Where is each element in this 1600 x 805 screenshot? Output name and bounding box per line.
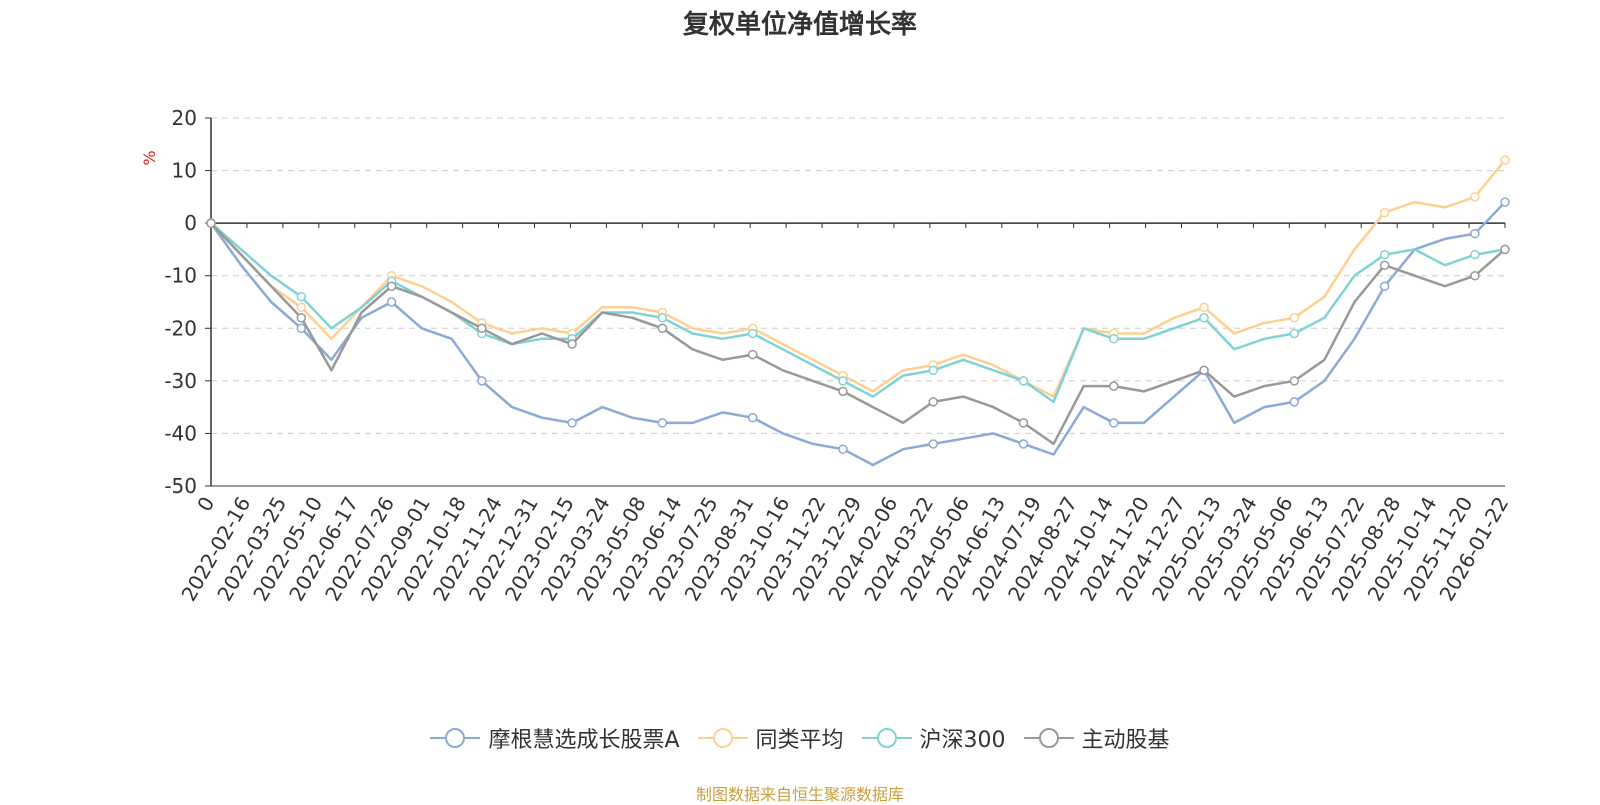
data-point: [747, 349, 758, 360]
legend-label: 摩根慧选成长股票A: [488, 728, 680, 753]
data-point: [477, 376, 487, 386]
data-point: [1500, 244, 1510, 255]
data-point: [1470, 270, 1480, 281]
y-tick-label: 0: [184, 211, 197, 235]
legend-label: 沪深300: [919, 728, 1006, 753]
data-point: [1470, 249, 1480, 260]
y-tick-label: -10: [164, 264, 197, 288]
legend-item-peer-average[interactable]: 同类平均: [697, 722, 844, 754]
data-point: [386, 297, 397, 307]
chart-title: 复权单位净值增长率: [682, 10, 917, 40]
data-point: [1379, 281, 1390, 291]
legend-marker-icon: [861, 728, 912, 748]
series-line-3: [210, 222, 1506, 446]
data-point: [928, 439, 938, 449]
data-point: [567, 339, 577, 349]
data-point: [1109, 381, 1119, 391]
data-point: [1379, 207, 1390, 218]
data-point: [1470, 228, 1480, 239]
data-point: [1199, 302, 1209, 313]
x-tick-label: 0: [192, 493, 219, 516]
data-point: [1500, 155, 1510, 165]
legend-marker-icon: [430, 728, 481, 748]
data-point: [1199, 365, 1209, 376]
data-point: [1018, 418, 1029, 428]
data-point: [1289, 376, 1300, 386]
data-point: [928, 397, 938, 407]
data-point: [296, 313, 307, 323]
data-point: [747, 328, 758, 339]
data-point: [1289, 313, 1300, 323]
legend-marker-icon: [1023, 728, 1074, 748]
data-point: [1379, 249, 1390, 260]
y-axis-label: %: [140, 150, 159, 165]
data-point: [838, 386, 848, 397]
legend-label: 同类平均: [755, 728, 844, 753]
data-point: [1018, 376, 1029, 386]
data-point: [838, 376, 848, 386]
data-point: [567, 418, 577, 428]
data-point: [838, 444, 848, 454]
series-line-0: [209, 201, 1506, 467]
y-tick-label: 20: [172, 106, 197, 130]
series-line-1: [210, 159, 1506, 398]
data-point: [1379, 260, 1390, 270]
data-point: [1289, 328, 1300, 339]
y-tick-label: -50: [164, 474, 197, 498]
legend-item-csi300[interactable]: 沪深300: [861, 722, 1006, 754]
data-point: [1470, 192, 1480, 202]
legend-item-fund[interactable]: 摩根慧选成长股票A: [430, 722, 680, 754]
data-point: [206, 218, 216, 228]
data-point: [296, 302, 307, 313]
data-point: [296, 323, 307, 334]
y-tick-label: 10: [172, 159, 197, 183]
data-point: [1109, 334, 1119, 344]
line-chart: -50-40-30-20-1001020%02022-02-162022-03-…: [140, 106, 1513, 605]
data-point: [477, 323, 487, 334]
data-source-note: 制图数据来自恒生聚源数据库: [695, 785, 904, 804]
y-tick-label: -20: [164, 316, 197, 340]
data-point: [1500, 197, 1510, 207]
y-tick-label: -30: [164, 369, 197, 393]
data-point: [1199, 313, 1209, 323]
legend: 摩根慧选成长股票A 同类平均 沪深300 主动股基: [0, 722, 1600, 754]
data-point: [1109, 418, 1119, 428]
data-point: [1018, 439, 1029, 449]
y-tick-label: -40: [164, 421, 197, 445]
data-point: [1289, 397, 1300, 407]
legend-label: 主动股基: [1081, 728, 1170, 753]
data-point: [386, 281, 397, 291]
legend-item-active-equity[interactable]: 主动股基: [1023, 722, 1170, 754]
data-point: [657, 313, 668, 323]
data-point: [296, 291, 307, 302]
data-point: [657, 418, 668, 428]
data-point: [928, 365, 938, 376]
data-point: [747, 412, 758, 423]
legend-marker-icon: [697, 728, 748, 748]
data-point: [657, 323, 668, 334]
